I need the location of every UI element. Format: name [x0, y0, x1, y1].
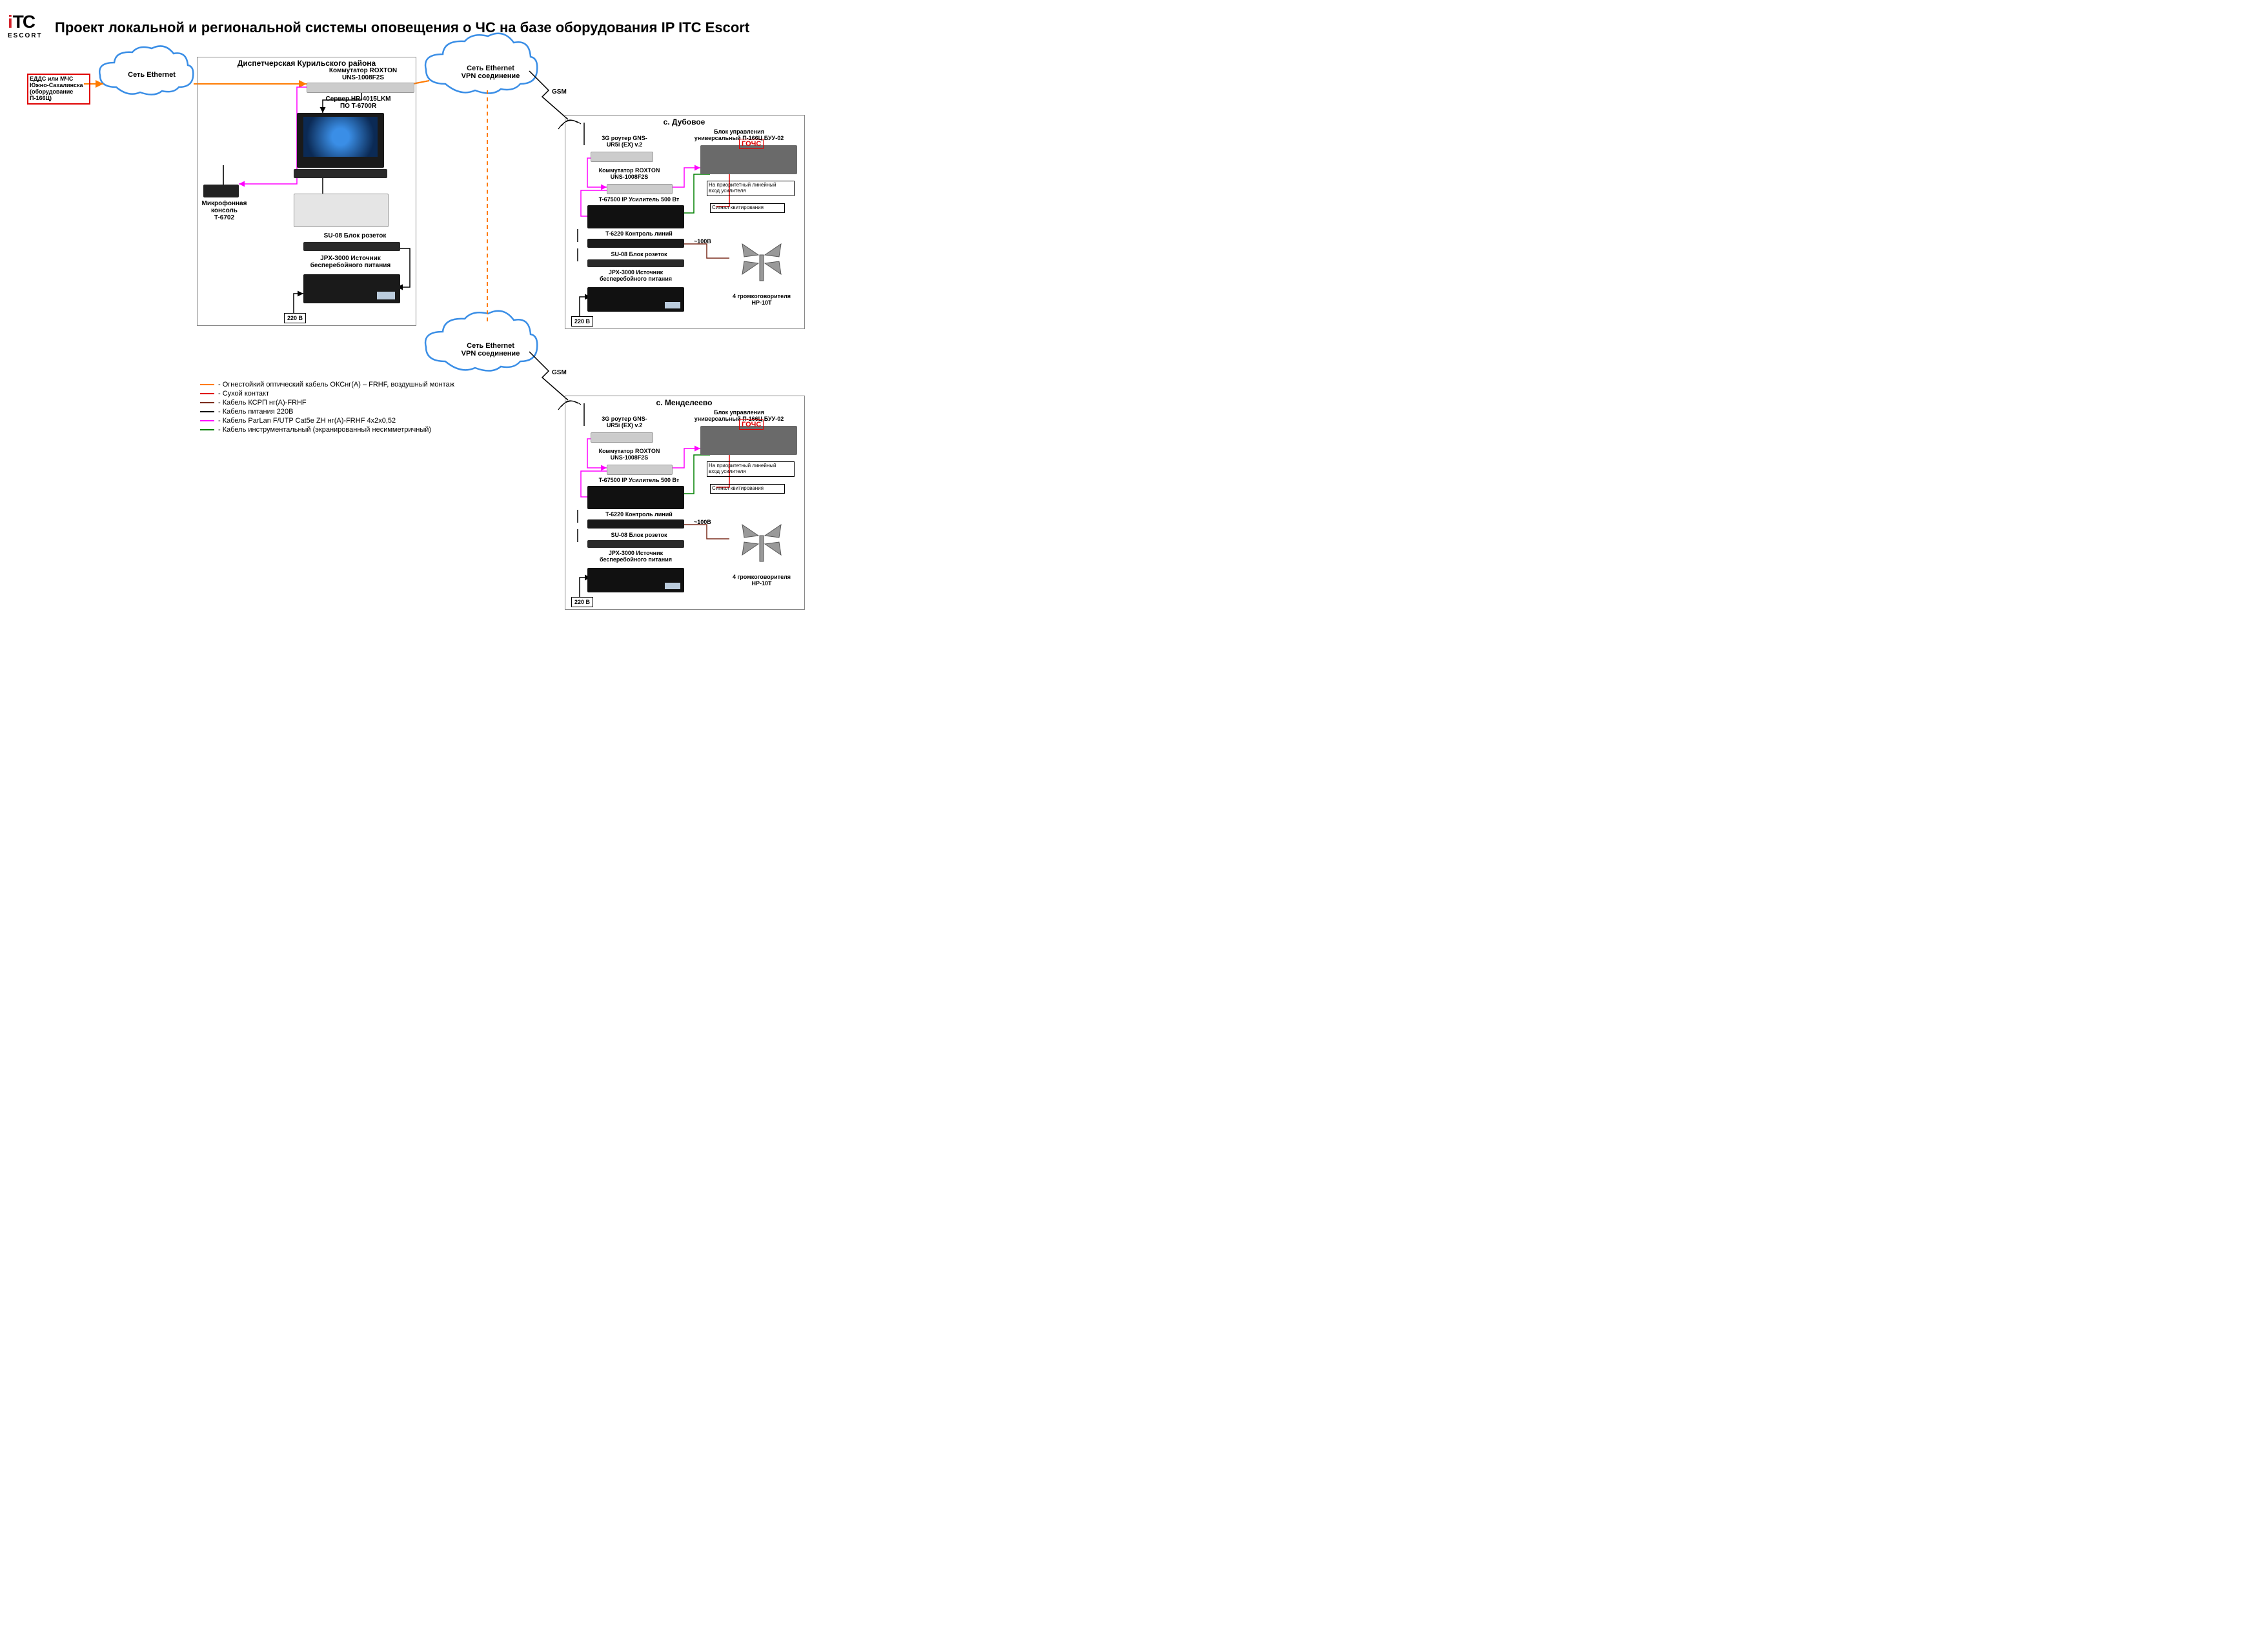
site1-speakers-icon — [726, 232, 800, 297]
site2-sockets-label: SU-08 Блок розеток — [603, 532, 674, 539]
site2-linectrl-label: T-6220 Контроль линий — [600, 512, 678, 518]
site1-router-label: 3G роутер GNS- UR5i (EX) v.2 — [594, 136, 655, 148]
site1-note1: На приоритетный линейный вход усилителя — [707, 181, 795, 196]
legend-swatch — [200, 429, 214, 430]
site1-220v: 220 В — [571, 316, 593, 327]
server-screen-icon — [297, 113, 384, 168]
site2-router-label: 3G роутер GNS- UR5i (EX) v.2 — [594, 416, 655, 429]
site1-100v: ~100В — [694, 239, 711, 245]
site1-ups-icon — [587, 287, 684, 312]
dispatch-220v: 220 В — [284, 313, 306, 323]
diagram-canvas: iTC ESCORT Проект локальной и региональн… — [0, 0, 994, 774]
legend-item: - Кабель КСРП нг(А)-FRHF — [200, 399, 454, 407]
dispatch-switch-icon — [307, 83, 414, 93]
site2-gochs: ГОЧС — [739, 419, 764, 430]
site1-control-icon — [700, 145, 797, 174]
su08-icon — [303, 242, 400, 251]
site1-switch-icon — [607, 184, 673, 194]
site2-220v: 220 В — [571, 597, 593, 607]
site2-switch-icon — [607, 465, 673, 475]
legend-swatch — [200, 402, 214, 403]
site2-ups-icon — [587, 568, 684, 592]
mic-console-label: Микрофонная консоль T-6702 — [194, 200, 255, 221]
legend-item: - Огнестойкий оптический кабель ОКСнг(А)… — [200, 381, 454, 388]
legend-item: - Сухой контакт — [200, 390, 454, 398]
cloud-2 — [425, 34, 537, 94]
cloud-3-label: Сеть Ethernet VPN соединение — [452, 342, 529, 358]
wiring-svg: GSM GSM — [0, 0, 994, 774]
ups-label: JPX-3000 Источник бесперебойного питания — [309, 255, 392, 269]
cloud-1 — [99, 46, 193, 94]
legend-item: - Кабель питания 220В — [200, 408, 454, 416]
site1-sockets-label: SU-08 Блок розеток — [603, 252, 674, 258]
site2-100v: ~100В — [694, 519, 711, 526]
legend-text: - Кабель инструментальный (экранированны… — [218, 426, 431, 434]
cloud-3 — [425, 311, 537, 371]
legend-item: - Кабель инструментальный (экранированны… — [200, 426, 454, 434]
site1-note2: Сигнал квитирования — [710, 203, 785, 213]
legend-swatch — [200, 420, 214, 421]
dispatch-switch-label: Коммутатор ROXTON UNS-1008F2S — [316, 67, 410, 81]
site2-ups-label: JPX-3000 Источник бесперебойного питания — [594, 550, 678, 563]
legend-item: - Кабель ParLan F/UTP Cat5e ZH нг(А)-FRH… — [200, 417, 454, 425]
legend-text: - Кабель ParLan F/UTP Cat5e ZH нг(А)-FRH… — [218, 417, 396, 425]
site1-title: с. Дубовое — [645, 117, 723, 126]
legend-swatch — [200, 393, 214, 394]
site1-amp-label: T-67500 IP Усилитель 500 Вт — [594, 197, 684, 203]
legend-swatch — [200, 384, 214, 385]
site2-amp-icon — [587, 486, 684, 509]
svg-text:GSM: GSM — [552, 369, 567, 376]
site1-linectrl-label: T-6220 Контроль линий — [600, 231, 678, 237]
legend-text: - Огнестойкий оптический кабель ОКСнг(А)… — [218, 381, 454, 388]
site1-sockets-icon — [587, 259, 684, 267]
site2-amp-label: T-67500 IP Усилитель 500 Вт — [594, 478, 684, 484]
site2-title: с. Менделеево — [639, 398, 729, 407]
site1-ups-label: JPX-3000 Источник бесперебойного питания — [594, 270, 678, 283]
site1-gochs: ГОЧС — [739, 139, 764, 149]
ups-icon — [303, 274, 400, 303]
site2-switch-label: Коммутатор ROXTON UNS-1008F2S — [594, 448, 665, 461]
site2-linectrl-icon — [587, 519, 684, 529]
legend-text: - Кабель КСРП нг(А)-FRHF — [218, 399, 307, 407]
svg-text:GSM: GSM — [552, 88, 567, 96]
legend-swatch — [200, 411, 214, 412]
legend: - Огнестойкий оптический кабель ОКСнг(А)… — [200, 381, 454, 435]
site2-control-icon — [700, 426, 797, 455]
dispatch-title: Диспетчерская Курильского района — [229, 59, 384, 68]
site2-router-icon — [591, 432, 653, 443]
site2-note1: На приоритетный линейный вход усилителя — [707, 461, 795, 477]
legend-text: - Кабель питания 220В — [218, 408, 293, 416]
cloud-2-label: Сеть Ethernet VPN соединение — [452, 65, 529, 80]
site1-router-icon — [591, 152, 653, 162]
dispatch-server-label: Сервер HR-4015LKM ПО T-6700R — [316, 96, 400, 110]
site2-sockets-icon — [587, 540, 684, 548]
site1-switch-label: Коммутатор ROXTON UNS-1008F2S — [594, 168, 665, 181]
server-kbd-icon — [294, 169, 387, 178]
mic-console-icon — [203, 165, 239, 197]
site1-linectrl-icon — [587, 239, 684, 248]
edds-box: ЕДДС или МЧС Южно-Сахалинска (оборудован… — [27, 74, 90, 105]
legend-text: - Сухой контакт — [218, 390, 269, 398]
site2-note2: Сигнал квитирования — [710, 484, 785, 494]
rack-server-icon — [294, 194, 389, 227]
site2-speakers-label: 4 громкоговорителя HP-10T — [723, 574, 800, 587]
su08-label: SU-08 Блок розеток — [316, 232, 394, 239]
site1-speakers-label: 4 громкоговорителя HP-10T — [723, 294, 800, 307]
cloud-1-label: Сеть Ethernet — [119, 71, 184, 79]
site2-speakers-icon — [726, 513, 800, 578]
site1-amp-icon — [587, 205, 684, 228]
